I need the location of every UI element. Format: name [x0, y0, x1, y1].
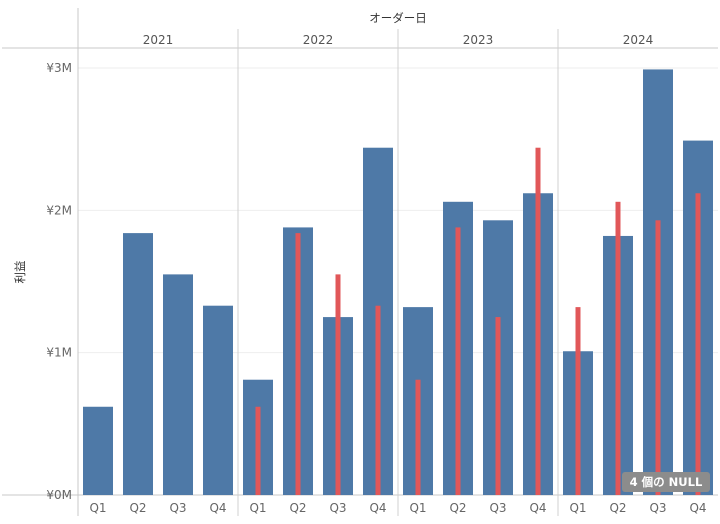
- secondary-bar: [375, 305, 381, 495]
- secondary-bar: [695, 193, 701, 495]
- null-indicator-background[interactable]: [622, 472, 710, 492]
- x-tick-label: Q4: [209, 501, 226, 515]
- year-header: 2021: [143, 33, 174, 47]
- secondary-bar: [615, 201, 621, 495]
- secondary-bar: [575, 307, 581, 495]
- x-tick-label: Q2: [449, 501, 466, 515]
- y-tick-label: ¥2M: [46, 203, 72, 217]
- column-header-title: オーダー日: [369, 11, 427, 25]
- x-tick-label: Q1: [569, 501, 586, 515]
- secondary-bars: [255, 147, 701, 495]
- y-tick-label: ¥0M: [46, 488, 72, 502]
- x-axis-ticks: Q1 Q2 Q3 Q4 Q1 Q2 Q3 Q4 Q1 Q2 Q3 Q4 Q1 Q2 Q3 Q4: [89, 501, 706, 515]
- year-header: 2023: [463, 33, 494, 47]
- secondary-bar: [455, 227, 461, 495]
- secondary-bar: [415, 379, 421, 495]
- x-tick-label: Q2: [609, 501, 626, 515]
- primary-bar: [123, 233, 153, 495]
- x-tick-label: Q3: [169, 501, 186, 515]
- y-tick-label: ¥1M: [46, 346, 72, 360]
- secondary-bar: [295, 233, 301, 495]
- secondary-bar: [535, 147, 541, 495]
- secondary-bar: [335, 274, 341, 495]
- x-tick-label: Q2: [289, 501, 306, 515]
- y-axis-title: 利益: [13, 261, 27, 284]
- primary-bar: [163, 274, 193, 495]
- x-tick-label: Q2: [129, 501, 146, 515]
- y-tick-label: ¥3M: [46, 61, 72, 75]
- x-tick-label: Q3: [489, 501, 506, 515]
- secondary-bar: [255, 406, 261, 495]
- chart-frame: [2, 8, 718, 516]
- null-indicator-label[interactable]: 4 個の NULL: [630, 475, 703, 489]
- year-headers: 2021 2022 2023 2024: [143, 33, 654, 47]
- x-tick-label: Q3: [329, 501, 346, 515]
- x-tick-label: Q4: [689, 501, 706, 515]
- secondary-bar: [495, 317, 501, 495]
- x-tick-label: Q4: [369, 501, 386, 515]
- x-tick-label: Q1: [249, 501, 266, 515]
- year-header: 2024: [623, 33, 654, 47]
- x-tick-label: Q1: [89, 501, 106, 515]
- secondary-bar: [655, 220, 661, 495]
- year-header: 2022: [303, 33, 334, 47]
- x-tick-label: Q3: [649, 501, 666, 515]
- y-axis-ticks: ¥0M ¥1M ¥2M ¥3M: [46, 61, 72, 502]
- x-tick-label: Q1: [409, 501, 426, 515]
- null-indicator[interactable]: 4 個の NULL: [622, 472, 710, 492]
- primary-bar: [203, 305, 233, 495]
- primary-bar: [83, 406, 113, 495]
- x-tick-label: Q4: [529, 501, 546, 515]
